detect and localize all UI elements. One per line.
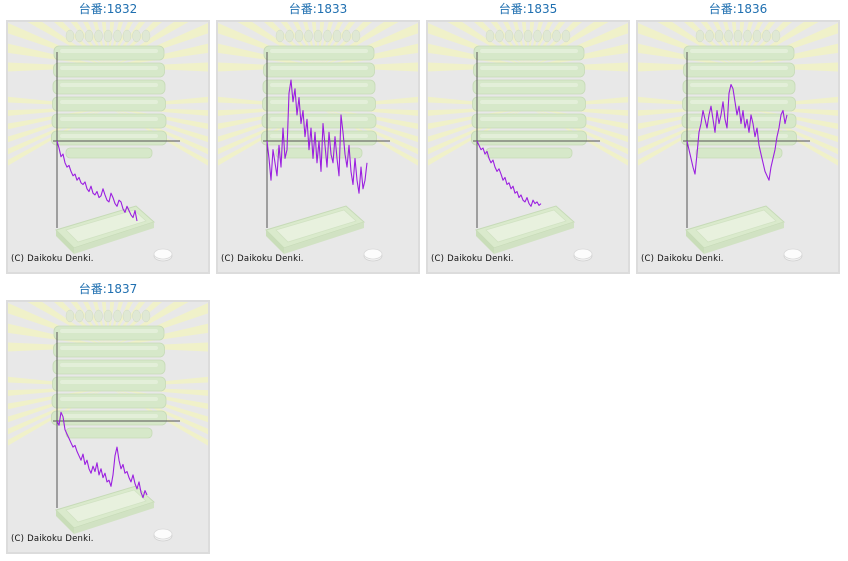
- graph-card[interactable]: 台番:1833 (C) Daikoku Denki.: [216, 0, 420, 274]
- copyright-text: (C) Daikoku Denki.: [11, 534, 94, 544]
- chart-frame: (C) Daikoku Denki.: [216, 20, 420, 274]
- copyright-text: (C) Daikoku Denki.: [431, 254, 514, 264]
- chart-frame: (C) Daikoku Denki.: [636, 20, 840, 274]
- machine-illustration: [8, 302, 208, 542]
- series-line: [56, 140, 138, 222]
- graph-card[interactable]: 台番:1836 (C) Daikoku Denki.: [636, 0, 840, 274]
- chart-frame: (C) Daikoku Denki.: [426, 20, 630, 274]
- chart-title[interactable]: 台番:1837: [78, 282, 138, 296]
- series-line: [476, 140, 542, 207]
- chart-title[interactable]: 台番:1833: [288, 2, 348, 16]
- series-line: [56, 411, 148, 499]
- graph-card[interactable]: 台番:1832 (C) Daikoku Denki.: [6, 0, 210, 274]
- graph-card[interactable]: 台番:1837 (C) Daikoku Denki.: [6, 280, 210, 554]
- chart-svg: [8, 302, 208, 542]
- chart-svg: [428, 22, 628, 262]
- chart-svg: [638, 22, 838, 262]
- chart-title[interactable]: 台番:1836: [708, 2, 768, 16]
- copyright-text: (C) Daikoku Denki.: [221, 254, 304, 264]
- graph-card[interactable]: 台番:1835 (C) Daikoku Denki.: [426, 0, 630, 274]
- chart-frame: (C) Daikoku Denki.: [6, 300, 210, 554]
- chart-svg: [218, 22, 418, 262]
- chart-title[interactable]: 台番:1835: [498, 2, 558, 16]
- chart-svg: [8, 22, 208, 262]
- chart-title[interactable]: 台番:1832: [78, 2, 138, 16]
- series-line: [686, 83, 788, 181]
- series-line: [266, 79, 368, 194]
- chart-frame: (C) Daikoku Denki.: [6, 20, 210, 274]
- copyright-text: (C) Daikoku Denki.: [641, 254, 724, 264]
- copyright-text: (C) Daikoku Denki.: [11, 254, 94, 264]
